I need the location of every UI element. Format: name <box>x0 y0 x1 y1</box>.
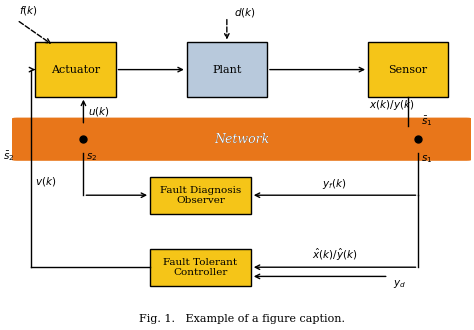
Bar <box>150 249 251 286</box>
Text: $\hat{x}(k)/\hat{y}(k)$: $\hat{x}(k)/\hat{y}(k)$ <box>312 247 357 263</box>
Text: $x(k)/y(k)$: $x(k)/y(k)$ <box>369 98 414 112</box>
FancyBboxPatch shape <box>5 117 474 161</box>
Text: Plant: Plant <box>212 65 242 75</box>
Text: Network: Network <box>214 133 269 146</box>
Text: Network: Network <box>214 133 269 146</box>
Text: $s_1$: $s_1$ <box>421 153 432 165</box>
Text: Fig. 1.   Example of a figure caption.: Fig. 1. Example of a figure caption. <box>139 314 345 324</box>
Bar <box>187 42 267 97</box>
Text: $u(k)$: $u(k)$ <box>88 105 110 118</box>
Text: $\bar{s}_1$: $\bar{s}_1$ <box>421 114 432 128</box>
Bar <box>368 42 448 97</box>
Bar <box>150 177 251 214</box>
Text: Sensor: Sensor <box>389 65 428 75</box>
Text: Fault Tolerant
Controller: Fault Tolerant Controller <box>164 257 237 277</box>
Bar <box>35 42 116 97</box>
Text: $y_f(k)$: $y_f(k)$ <box>322 177 347 191</box>
Text: Actuator: Actuator <box>51 65 100 75</box>
Text: $y_d$: $y_d$ <box>393 278 406 290</box>
Text: $f(k)$: $f(k)$ <box>19 4 38 17</box>
Text: $d(k)$: $d(k)$ <box>234 6 255 19</box>
Text: $s_2$: $s_2$ <box>86 151 97 163</box>
Text: $\bar{s}_2$: $\bar{s}_2$ <box>3 149 15 163</box>
Text: Fault Diagnosis
Observer: Fault Diagnosis Observer <box>160 185 241 205</box>
Text: $v(k)$: $v(k)$ <box>35 175 56 188</box>
